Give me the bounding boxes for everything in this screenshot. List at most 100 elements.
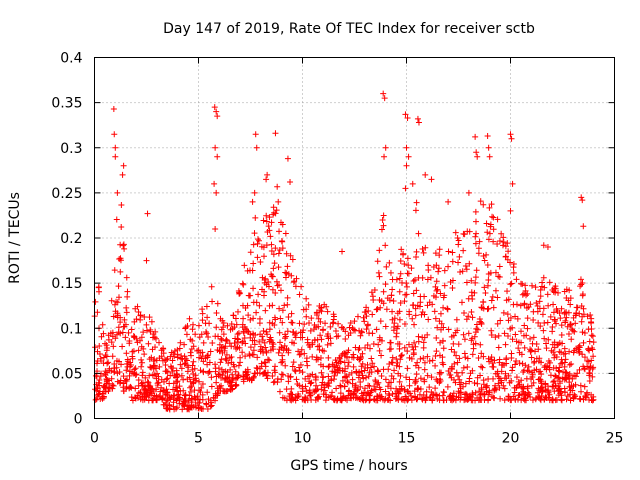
data-point xyxy=(346,387,353,394)
data-point xyxy=(578,194,585,201)
data-point xyxy=(553,320,560,327)
data-point xyxy=(475,245,482,252)
data-point xyxy=(368,368,375,375)
data-point xyxy=(512,331,519,338)
data-point xyxy=(399,279,406,286)
data-point xyxy=(348,369,355,376)
data-point xyxy=(590,353,597,360)
data-point xyxy=(306,320,313,327)
data-point xyxy=(408,392,415,399)
data-point xyxy=(508,135,515,142)
data-point xyxy=(234,331,241,338)
data-point xyxy=(421,359,428,366)
data-point xyxy=(536,298,543,305)
data-point xyxy=(303,295,310,302)
data-point xyxy=(251,341,258,348)
data-point xyxy=(244,327,251,334)
data-point xyxy=(197,349,204,356)
data-point xyxy=(342,351,349,358)
data-point xyxy=(157,388,164,395)
data-point xyxy=(419,334,426,341)
data-point xyxy=(450,390,457,397)
data-point xyxy=(483,251,490,258)
data-point xyxy=(281,302,288,309)
data-point xyxy=(256,338,263,345)
data-point xyxy=(565,297,572,304)
data-point xyxy=(148,364,155,371)
data-point xyxy=(496,356,503,363)
data-point xyxy=(513,374,520,381)
data-point xyxy=(547,372,554,379)
data-point xyxy=(276,282,283,289)
data-point xyxy=(196,334,203,341)
data-point xyxy=(325,335,332,342)
data-point xyxy=(298,346,305,353)
data-point xyxy=(119,343,126,350)
data-point xyxy=(382,281,389,288)
data-point xyxy=(123,309,130,316)
data-point xyxy=(172,384,179,391)
data-point xyxy=(405,262,412,269)
data-point xyxy=(441,282,448,289)
data-point xyxy=(531,358,538,365)
data-point xyxy=(478,320,485,327)
data-point xyxy=(262,275,269,282)
data-point xyxy=(365,307,372,314)
data-point xyxy=(250,285,257,292)
data-point xyxy=(546,279,553,286)
data-point xyxy=(246,351,253,358)
data-point xyxy=(337,383,344,390)
data-point xyxy=(352,344,359,351)
data-point xyxy=(424,372,431,379)
data-point xyxy=(337,382,344,389)
data-point xyxy=(94,385,101,392)
data-point xyxy=(406,376,413,383)
data-point xyxy=(533,300,540,307)
data-point xyxy=(140,345,147,352)
data-point xyxy=(109,333,116,340)
data-point xyxy=(495,344,502,351)
data-point xyxy=(301,350,308,357)
data-point xyxy=(511,389,518,396)
data-point xyxy=(345,363,352,370)
data-point xyxy=(537,323,544,330)
data-point xyxy=(446,371,453,378)
data-point xyxy=(383,306,390,313)
data-point xyxy=(167,395,174,402)
data-point xyxy=(342,328,349,335)
data-point xyxy=(253,299,260,306)
data-point xyxy=(174,346,181,353)
data-point xyxy=(473,321,480,328)
data-point xyxy=(528,347,535,354)
data-point xyxy=(292,334,299,341)
data-point xyxy=(462,262,469,269)
x-tick-label: 25 xyxy=(606,431,624,447)
data-point xyxy=(476,388,483,395)
data-point xyxy=(563,369,570,376)
data-point xyxy=(422,397,429,404)
data-point xyxy=(420,355,427,362)
data-point xyxy=(540,274,547,281)
data-point xyxy=(480,391,487,398)
data-point xyxy=(542,381,549,388)
data-point xyxy=(344,397,351,404)
data-point xyxy=(345,359,352,366)
data-point xyxy=(263,372,270,379)
data-point xyxy=(155,379,162,386)
data-point xyxy=(439,392,446,399)
data-point xyxy=(367,364,374,371)
data-point xyxy=(529,374,536,381)
data-point xyxy=(320,391,327,398)
data-point xyxy=(204,353,211,360)
data-point xyxy=(482,290,489,297)
data-point xyxy=(272,130,279,137)
data-point xyxy=(393,333,400,340)
data-point xyxy=(455,259,462,266)
data-point xyxy=(279,245,286,252)
data-point xyxy=(472,340,479,347)
data-point xyxy=(261,339,268,346)
data-point xyxy=(152,344,159,351)
data-point xyxy=(260,292,267,299)
data-point xyxy=(374,305,381,312)
data-point xyxy=(166,401,173,408)
